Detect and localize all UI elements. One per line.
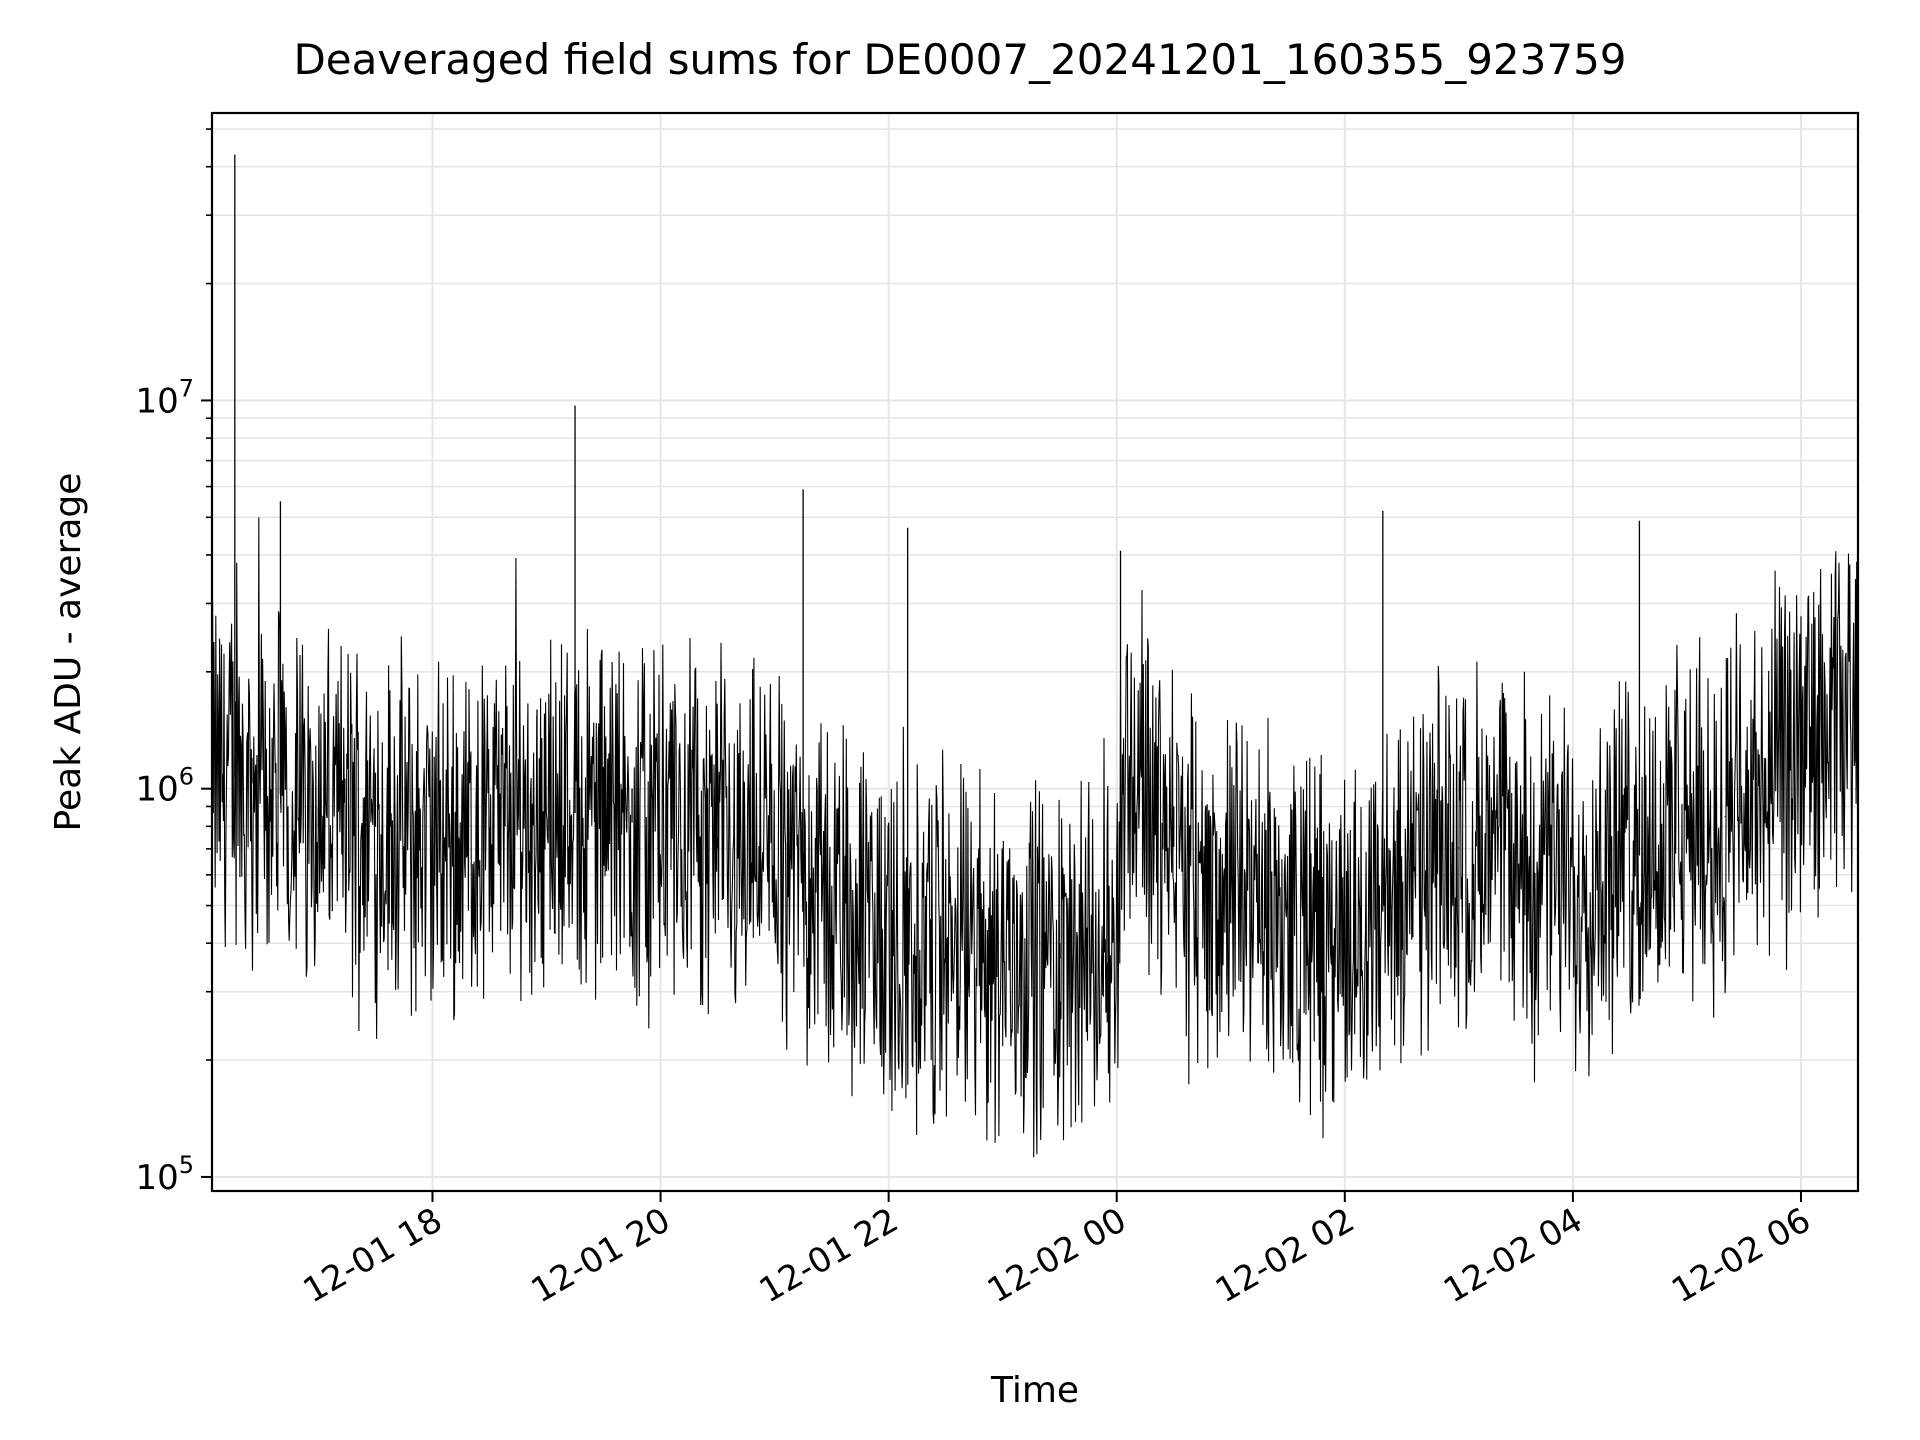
x-tick-label: 12-01 22 xyxy=(753,1200,905,1311)
y-tick-label: 107 xyxy=(135,374,194,421)
series-group xyxy=(211,154,1859,1158)
x-axis: 12-01 18 12-01 20 12-01 22 12-02 00 12-02 02… xyxy=(297,1191,1817,1311)
x-axis-label: Time xyxy=(990,1370,1079,1411)
y-tick-exponent: 6 xyxy=(179,763,194,791)
x-tick-label: 12-01 20 xyxy=(525,1200,677,1311)
y-axis-label: Peak ADU - average xyxy=(48,473,89,832)
y-tick-exponent: 5 xyxy=(179,1151,194,1179)
grid xyxy=(212,113,1858,1191)
x-tick-label: 12-02 00 xyxy=(981,1200,1133,1311)
y-tick-label: 106 xyxy=(135,763,194,810)
y-tick-label: 105 xyxy=(135,1151,194,1198)
x-tick-label: 12-02 02 xyxy=(1209,1200,1361,1311)
x-tick-label: 12-01 18 xyxy=(297,1200,449,1311)
series-noise-line xyxy=(211,517,1859,1158)
y-tick-base: 10 xyxy=(135,1158,178,1198)
plot-frame xyxy=(210,111,1860,1193)
x-tick-label: 12-02 04 xyxy=(1437,1200,1589,1311)
y-tick-base: 10 xyxy=(135,770,178,810)
y-tick-exponent: 7 xyxy=(179,374,194,402)
y-tick-base: 10 xyxy=(135,381,178,421)
x-tick-label: 12-02 06 xyxy=(1665,1200,1817,1311)
chart-title: Deaveraged field sums for DE0007_2024120… xyxy=(293,35,1626,84)
